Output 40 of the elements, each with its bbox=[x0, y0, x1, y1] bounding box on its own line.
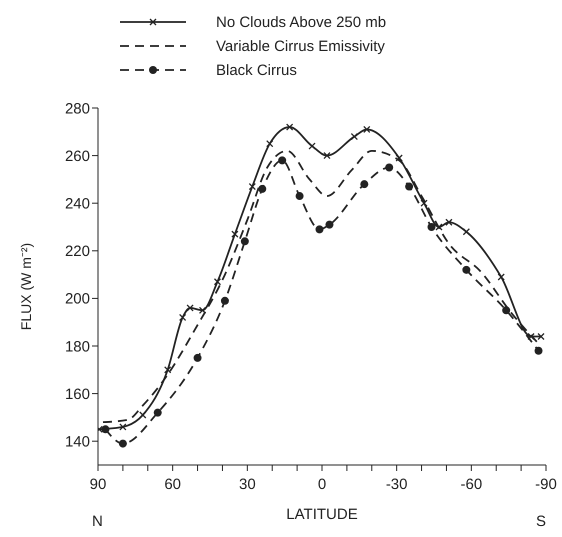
point bbox=[194, 354, 202, 362]
point bbox=[101, 425, 110, 434]
point bbox=[385, 164, 394, 172]
y-tick-label: 260 bbox=[64, 148, 90, 165]
y-tick-label: 240 bbox=[64, 196, 90, 213]
x-tick-label: -90 bbox=[535, 476, 557, 493]
point bbox=[502, 306, 510, 314]
text: N bbox=[92, 513, 103, 530]
x-tick-label: 60 bbox=[164, 476, 182, 493]
point bbox=[258, 184, 266, 193]
x-tick-label: -60 bbox=[460, 476, 482, 493]
legend-label: Black Cirrus bbox=[216, 62, 297, 78]
point bbox=[325, 220, 334, 229]
point bbox=[462, 266, 470, 274]
x-tick-label: 90 bbox=[90, 476, 106, 493]
point bbox=[240, 237, 249, 246]
y-tick-label: 280 bbox=[64, 100, 90, 118]
y-tick-label: 160 bbox=[64, 386, 90, 403]
x-axis-title: LATITUDE bbox=[286, 506, 358, 523]
point bbox=[360, 180, 368, 188]
point bbox=[278, 156, 286, 164]
y-tick-label: 220 bbox=[64, 243, 90, 260]
point bbox=[154, 408, 162, 417]
point bbox=[296, 192, 304, 200]
point bbox=[316, 225, 324, 234]
point bbox=[534, 346, 543, 355]
y-axis-title: FLUX (W m⁻²) bbox=[18, 242, 34, 330]
point bbox=[118, 440, 127, 448]
point bbox=[405, 182, 414, 191]
x-tick-label: 30 bbox=[238, 476, 256, 493]
y-tick-label: 140 bbox=[64, 434, 90, 451]
x-tick-label: -30 bbox=[386, 476, 408, 493]
point bbox=[220, 296, 229, 305]
x-tick-label: 0 bbox=[318, 476, 326, 493]
y-tick-label: 200 bbox=[64, 290, 90, 308]
text: S bbox=[536, 513, 546, 530]
point bbox=[428, 223, 436, 231]
legend-label: No Clouds Above 250 mb bbox=[216, 14, 386, 30]
legend-label: Variable Cirrus Emissivity bbox=[216, 38, 385, 54]
y-tick-label: 180 bbox=[64, 338, 90, 356]
